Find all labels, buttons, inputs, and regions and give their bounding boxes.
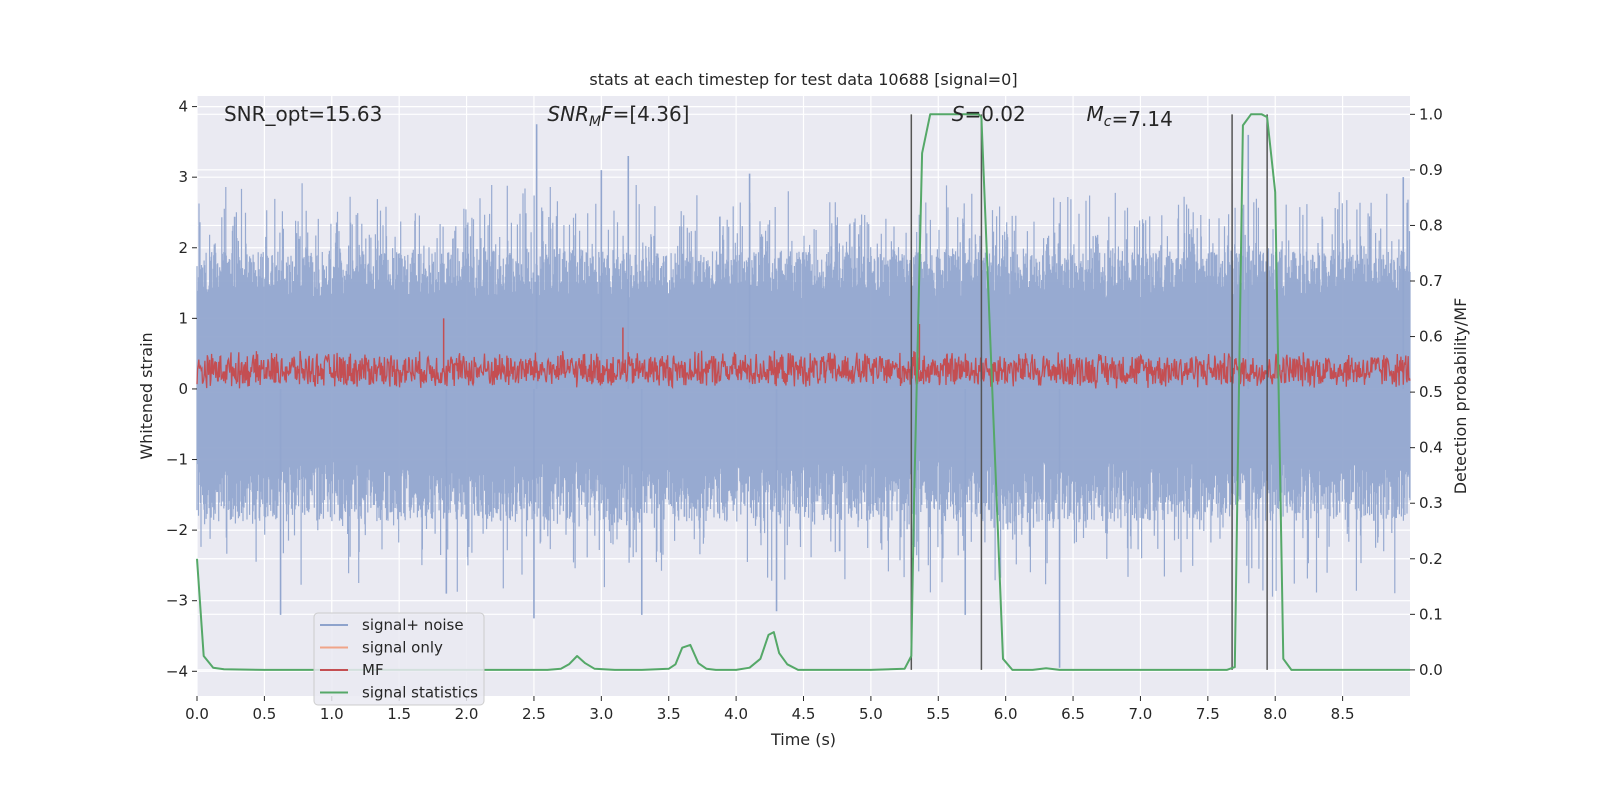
- chart-title: stats at each timestep for test data 106…: [589, 70, 1017, 89]
- x-tick-label: 0.0: [185, 705, 209, 723]
- y-right-tick-label: 0.7: [1419, 272, 1443, 290]
- y-right-tick-label: 0.8: [1419, 216, 1443, 234]
- legend-box: [313, 612, 485, 706]
- y-tick-label: 2: [178, 239, 188, 257]
- x-tick-label: 4.0: [724, 705, 748, 723]
- legend: signal+ noise signal only MF signal statist…: [313, 612, 485, 706]
- y-tick-label: 0: [178, 380, 188, 398]
- statistics-line: [196, 113, 1410, 671]
- x-axis-label: Time (s): [770, 730, 836, 749]
- x-tick-label: 5.0: [859, 705, 883, 723]
- x-tick-label: 7.0: [1129, 705, 1153, 723]
- annotation-3: Mc=7.14: [1087, 102, 1173, 131]
- x-tick-label: 5.5: [926, 705, 950, 723]
- legend-label-1: signal only: [362, 639, 443, 657]
- legend-label-3: signal statistics: [362, 684, 478, 702]
- x-tick-label: 7.5: [1196, 705, 1220, 723]
- annotation-2: S=0.02: [952, 102, 1026, 126]
- y-tick-label: 3: [178, 168, 188, 186]
- y-right-tick-label: 0.5: [1419, 383, 1443, 401]
- y-tick-label: −4: [166, 662, 188, 680]
- y-tick-label: 1: [178, 309, 188, 327]
- x-tick-label: 6.0: [994, 705, 1018, 723]
- x-tick-label: 8.0: [1263, 705, 1287, 723]
- y-right-tick-label: 0.6: [1419, 328, 1443, 346]
- y-tick-label: 4: [178, 98, 188, 116]
- mf-line: [196, 350, 1411, 390]
- y-right-tick-label: 0.1: [1419, 605, 1443, 623]
- statistics-series: [196, 113, 1410, 671]
- x-tick-label: 3.5: [657, 705, 681, 723]
- y-axis-label-right: Detection probability/MF: [1451, 298, 1470, 495]
- x-tick-label: 0.5: [252, 705, 276, 723]
- x-tick-label: 1.0: [320, 705, 344, 723]
- annotation-0: SNR_opt=15.63: [224, 102, 382, 126]
- axes: 0.0 0.5 1.0 1.5 2.0 2.5 3.0 3.5 4.0 4.5 5.0 5.5 6.0 6…: [166, 98, 1443, 723]
- legend-label-2: MF: [362, 661, 384, 679]
- y-right-tick-label: 0.3: [1419, 494, 1443, 512]
- mf-series: [196, 318, 1411, 390]
- y-right-tick-label: 0.9: [1419, 161, 1443, 179]
- detection-markers: [910, 114, 1268, 670]
- annotation-1: SNRMF=[4.36]: [547, 102, 689, 130]
- x-tick-label: 4.5: [792, 705, 816, 723]
- legend-items: signal+ noise signal only MF signal statist…: [320, 616, 478, 702]
- x-tick-label: 3.0: [589, 705, 613, 723]
- y-tick-label: −2: [166, 521, 188, 539]
- y-right-tick-label: 0.0: [1419, 661, 1443, 679]
- y-right-tick-label: 0.2: [1419, 550, 1443, 568]
- y-tick-label: −1: [166, 451, 188, 469]
- x-tick-label: 1.5: [387, 705, 411, 723]
- y-axis-label: Whitened strain: [137, 332, 156, 459]
- legend-label-0: signal+ noise: [362, 616, 464, 634]
- x-tick-label: 6.5: [1061, 705, 1085, 723]
- y-right-tick-label: 0.4: [1419, 439, 1443, 457]
- y-right-tick-label: 1.0: [1419, 105, 1443, 123]
- x-tick-label: 8.5: [1331, 705, 1355, 723]
- annotations: SNR_opt=15.63 SNRMF=[4.36] S=0.02 Mc=7.14: [224, 102, 1173, 131]
- x-tick-label: 2.0: [455, 705, 479, 723]
- noise-series: [196, 124, 1411, 668]
- x-tick-label: 2.5: [522, 705, 546, 723]
- y-tick-label: −3: [166, 592, 188, 610]
